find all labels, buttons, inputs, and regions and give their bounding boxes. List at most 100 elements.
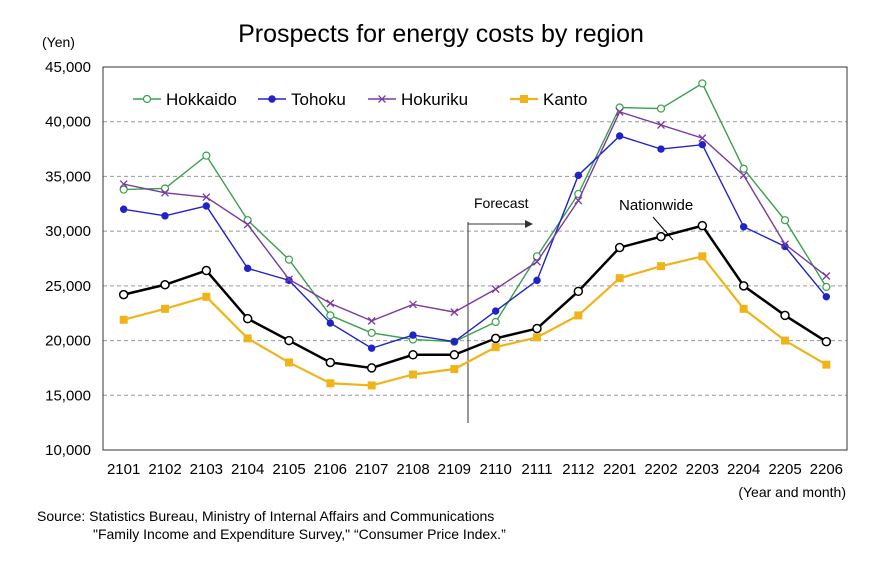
data-point <box>574 311 583 320</box>
series-line <box>123 135 827 349</box>
series-kanto <box>119 252 831 390</box>
data-point <box>533 257 541 266</box>
data-point <box>201 265 212 276</box>
forecast-label: Forecast <box>474 195 529 211</box>
data-point <box>326 311 335 320</box>
data-point <box>739 171 748 180</box>
data-point <box>242 313 253 324</box>
data-point <box>656 231 666 242</box>
data-point <box>326 299 335 308</box>
x-tick-label: 2110 <box>480 461 512 478</box>
data-point <box>739 164 748 173</box>
data-point <box>119 205 128 213</box>
grid <box>103 121 847 396</box>
data-point <box>285 275 293 284</box>
data-point <box>533 276 541 285</box>
y-tick-label: 15,000 <box>45 387 91 404</box>
data-point <box>533 333 541 342</box>
x-tick-label: 2112 <box>562 461 594 478</box>
data-point <box>450 337 459 346</box>
x-tick-label: 2109 <box>438 461 471 478</box>
data-point <box>822 282 831 292</box>
x-tick-label: 2111 <box>521 461 552 478</box>
data-point <box>822 360 831 369</box>
data-point <box>284 335 294 346</box>
data-point <box>780 216 790 225</box>
x-tick-label: 2202 <box>644 461 677 478</box>
data-point <box>142 94 152 104</box>
legend-label: Kanto <box>543 90 587 109</box>
data-point <box>161 304 169 313</box>
data-point <box>491 317 500 327</box>
data-point <box>656 104 666 113</box>
data-point <box>285 358 293 367</box>
y-tick-label: 20,000 <box>45 333 91 350</box>
source-line-2: "Family Income and Expenditure Survey," … <box>93 526 506 542</box>
x-tick-label: 2102 <box>148 461 181 478</box>
legend-label: Hokkaido <box>166 90 237 109</box>
data-point <box>450 365 459 374</box>
y-axis-ticks: 10,000 15,000 20,000 25,000 30,000 35,000 40,0… <box>45 59 91 459</box>
data-point <box>268 95 276 103</box>
data-point <box>450 308 459 317</box>
y-tick-label: 35,000 <box>45 168 91 185</box>
data-point <box>657 145 665 153</box>
data-point <box>243 220 252 229</box>
data-point <box>657 121 665 129</box>
legend-item-kanto: Kanto <box>510 90 587 109</box>
x-tick-label: 2107 <box>355 461 388 478</box>
data-point <box>822 272 831 280</box>
data-point <box>409 300 417 309</box>
y-tick-label: 40,000 <box>45 114 91 131</box>
legend-item-tohoku: Tohoku <box>258 90 346 109</box>
data-point <box>378 95 386 103</box>
data-point <box>738 281 749 291</box>
data-point <box>698 79 707 88</box>
y-axis-unit: (Yen) <box>42 34 75 50</box>
data-point <box>326 319 335 327</box>
x-axis-unit: (Year and month) <box>738 484 846 500</box>
legend-item-hokuriku: Hokuriku <box>368 90 468 109</box>
y-tick-label: 30,000 <box>45 223 91 240</box>
data-point <box>367 328 376 338</box>
data-point <box>520 95 528 103</box>
data-point <box>243 334 252 343</box>
series-tohoku <box>119 132 831 352</box>
data-point <box>657 262 665 271</box>
data-point <box>574 171 583 180</box>
data-point <box>739 223 748 231</box>
x-tick-label: 2105 <box>272 461 305 478</box>
series-hokuriku <box>119 107 831 325</box>
data-point <box>615 107 624 116</box>
series-hokkaido <box>119 79 831 346</box>
series-layer <box>118 79 832 390</box>
data-point <box>614 242 625 253</box>
data-point <box>119 180 128 189</box>
data-point <box>697 220 708 231</box>
data-point <box>160 280 170 290</box>
nationwide-label: Nationwide <box>619 197 693 214</box>
data-point <box>491 307 500 315</box>
x-tick-label: 2204 <box>727 461 760 478</box>
data-point <box>284 255 294 264</box>
data-point <box>409 370 417 379</box>
x-tick-label: 2103 <box>190 461 223 478</box>
y-tick-label: 10,000 <box>45 442 91 459</box>
data-point <box>491 343 500 352</box>
data-point <box>698 134 707 143</box>
data-point <box>408 350 418 360</box>
data-point <box>161 188 169 197</box>
data-point <box>532 323 542 334</box>
data-point <box>243 264 252 273</box>
data-point <box>366 363 377 373</box>
forecast-marker: Forecast <box>467 195 533 423</box>
data-point <box>822 293 831 301</box>
data-point <box>781 336 789 345</box>
x-tick-label: 2206 <box>810 461 843 478</box>
data-point <box>615 274 624 283</box>
data-point <box>821 336 832 347</box>
data-point <box>161 212 169 220</box>
x-tick-label: 2104 <box>231 461 264 478</box>
data-point <box>781 240 789 249</box>
data-point <box>118 289 129 300</box>
